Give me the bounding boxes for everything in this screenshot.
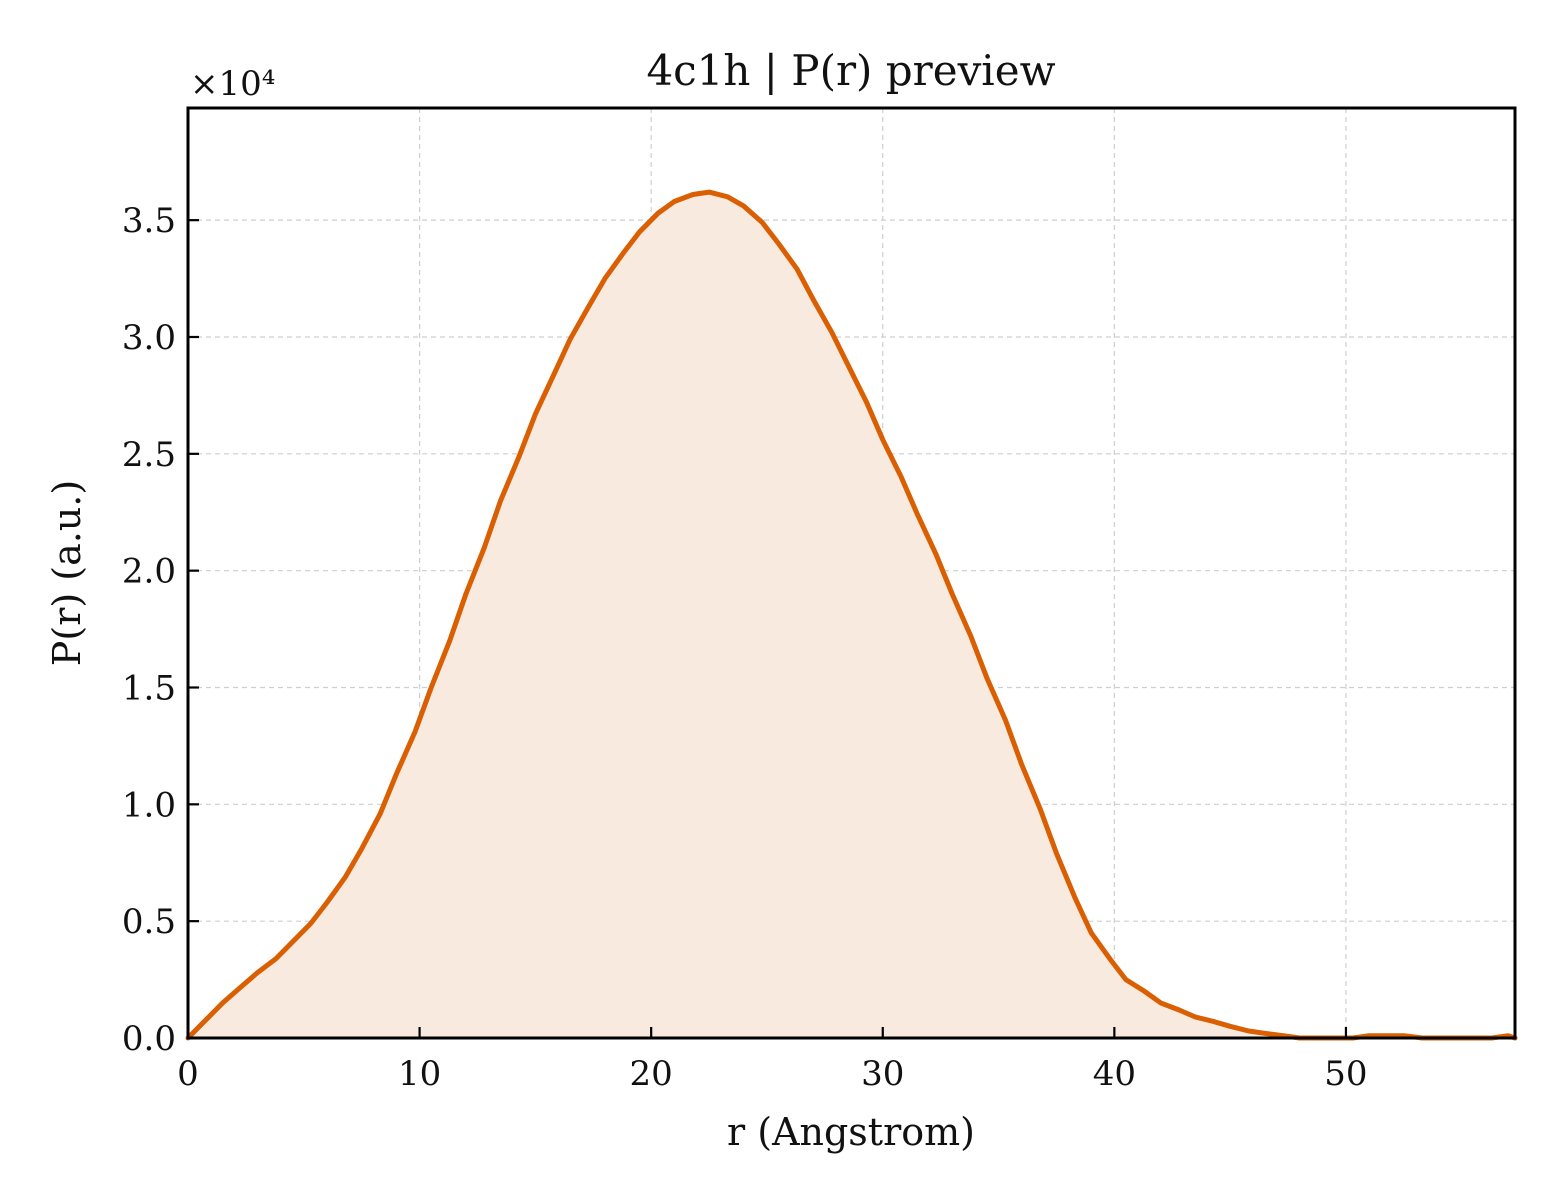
y-axis-label: P(r) (a.u.) [45, 480, 89, 666]
plot-frame [186, 106, 1517, 1040]
x-tick-label: 10 [398, 1054, 441, 1094]
y-tick-label: 0.5 [122, 902, 176, 942]
y-axis-multiplier: ×10⁴ [190, 64, 275, 104]
pr-area-fill [188, 192, 1515, 1039]
x-axis-label: r (Angstrom) [727, 1110, 975, 1154]
x-tick-label: 20 [630, 1054, 673, 1094]
y-tick-label: 2.5 [122, 435, 176, 475]
x-tick-label: 50 [1324, 1054, 1367, 1094]
y-tick-label: 3.0 [122, 318, 176, 358]
y-tick-label: 2.0 [122, 552, 176, 592]
x-axis: 0 10 20 30 40 50 [177, 1027, 1368, 1094]
y-tick-label: 1.5 [122, 668, 176, 708]
y-tick-label: 1.0 [122, 785, 176, 825]
x-tick-label: 30 [861, 1054, 904, 1094]
y-tick-label: 3.5 [122, 201, 176, 241]
chart-title: 4c1h | P(r) preview [646, 46, 1055, 95]
y-axis: 0.0 0.5 1.0 1.5 2.0 2.5 3.0 3.5 [122, 201, 199, 1059]
x-tick-label: 0 [177, 1054, 199, 1094]
x-tick-label: 40 [1093, 1054, 1136, 1094]
y-tick-label: 0.0 [122, 1019, 176, 1059]
